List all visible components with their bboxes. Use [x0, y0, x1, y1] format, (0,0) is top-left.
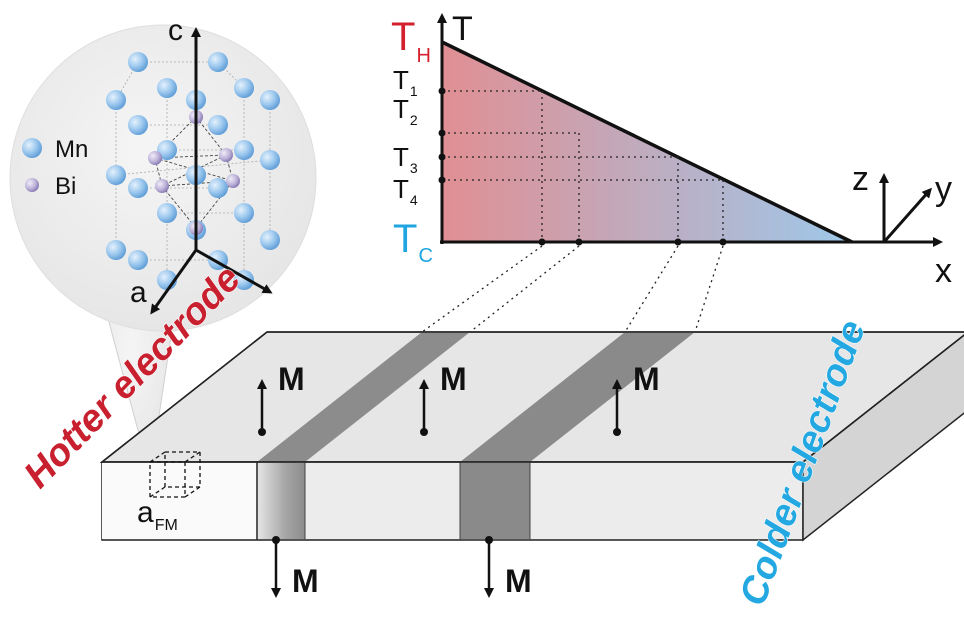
t2-sub: 2 — [410, 112, 418, 128]
domain-wall-1-top — [257, 332, 470, 462]
magnetization-label: M — [292, 563, 319, 599]
t3-main: T — [393, 142, 409, 172]
mn-atom — [208, 115, 228, 135]
mn-atom — [106, 90, 126, 110]
t1-label: T1 — [393, 65, 418, 99]
mn-atom — [234, 78, 254, 98]
magnetization-label: M — [633, 361, 660, 397]
mn-atom — [234, 140, 254, 160]
slab-front-hot-region — [102, 463, 257, 539]
mn-atom — [157, 140, 177, 160]
temperature-graph: T x TH TC T1 T2 T3 T4 — [391, 10, 952, 333]
magnetization-label: M — [505, 563, 532, 599]
mn-atom — [128, 115, 148, 135]
mn-atom — [208, 52, 228, 72]
mn-atom-icon — [22, 138, 42, 158]
bubble-circle — [9, 24, 317, 332]
domain-wall-2-front — [460, 463, 530, 539]
t4-main: T — [393, 174, 409, 204]
legend-bi-label: Bi — [55, 173, 76, 200]
t3-label: T3 — [393, 142, 418, 176]
slab: aFM M M M M M — [99, 331, 964, 599]
coordinate-frame: z y — [852, 160, 952, 243]
axis-a-label: a — [130, 276, 147, 309]
t2-label: T2 — [393, 94, 418, 128]
x-axis-label: x — [935, 252, 952, 290]
axis-b-arrow — [195, 248, 273, 294]
t-cold-sub: C — [418, 245, 432, 267]
unit-cell-label: aFM — [137, 496, 178, 534]
bi-atom — [219, 148, 233, 162]
domain-wall-1-front — [257, 463, 305, 539]
t4-label: T4 — [393, 174, 418, 208]
axis-c-label: c — [168, 14, 183, 47]
projection-guide — [421, 245, 543, 333]
mn-atom — [106, 240, 126, 260]
projection-guide — [624, 245, 679, 333]
mn-atom — [106, 165, 126, 185]
t-cold-label: TC — [393, 217, 433, 267]
bi-atom — [155, 179, 169, 193]
mn-atom — [128, 250, 148, 270]
lattice-bi-bond — [195, 116, 227, 156]
unit-cell-icon — [149, 451, 201, 498]
magnetization-label: M — [440, 361, 467, 397]
mn-atom — [260, 230, 280, 250]
t-hot-sub: H — [416, 45, 430, 67]
frame-y-label: y — [935, 170, 952, 208]
magnetization-arrows: M M M M M — [257, 361, 660, 599]
frame-z-label: z — [852, 160, 869, 198]
t2-main: T — [393, 94, 409, 124]
y-axis-label: T — [452, 10, 473, 48]
mn-atom — [208, 178, 228, 198]
lattice-bi-bond — [161, 185, 197, 229]
mn-atom — [128, 178, 148, 198]
bi-atom — [148, 151, 162, 165]
frame-y-arrow — [882, 187, 932, 243]
axis-a-arrow — [150, 249, 198, 315]
mn-atom — [234, 203, 254, 223]
domain-wall-2-top — [460, 332, 695, 462]
bi-atom-icon — [25, 178, 39, 192]
bi-atom — [226, 174, 240, 188]
unit-cell-sub: FM — [155, 517, 178, 534]
legend-mn-label: Mn — [55, 136, 88, 163]
t1-sub: 1 — [410, 83, 418, 99]
mn-atom — [260, 150, 280, 170]
mn-atom — [157, 203, 177, 223]
gradient-hypotenuse — [441, 40, 853, 244]
projection-guide — [694, 245, 724, 333]
mn-atom — [157, 78, 177, 98]
t4-sub: 4 — [410, 192, 418, 208]
t3-sub: 3 — [410, 160, 418, 176]
unit-cell-main: a — [137, 496, 154, 529]
mn-atom — [128, 52, 148, 72]
mn-atom — [260, 90, 280, 110]
legend-bi: Bi — [25, 173, 76, 200]
t-hot-label: TH — [391, 15, 431, 67]
t-hot-main: T — [391, 15, 415, 59]
t1-main: T — [393, 65, 409, 95]
magnetization-label: M — [278, 361, 305, 397]
legend-mn: Mn — [22, 136, 88, 163]
projection-guide — [469, 245, 580, 333]
slab-top-outline — [99, 331, 964, 463]
t-cold-main: T — [393, 217, 417, 261]
